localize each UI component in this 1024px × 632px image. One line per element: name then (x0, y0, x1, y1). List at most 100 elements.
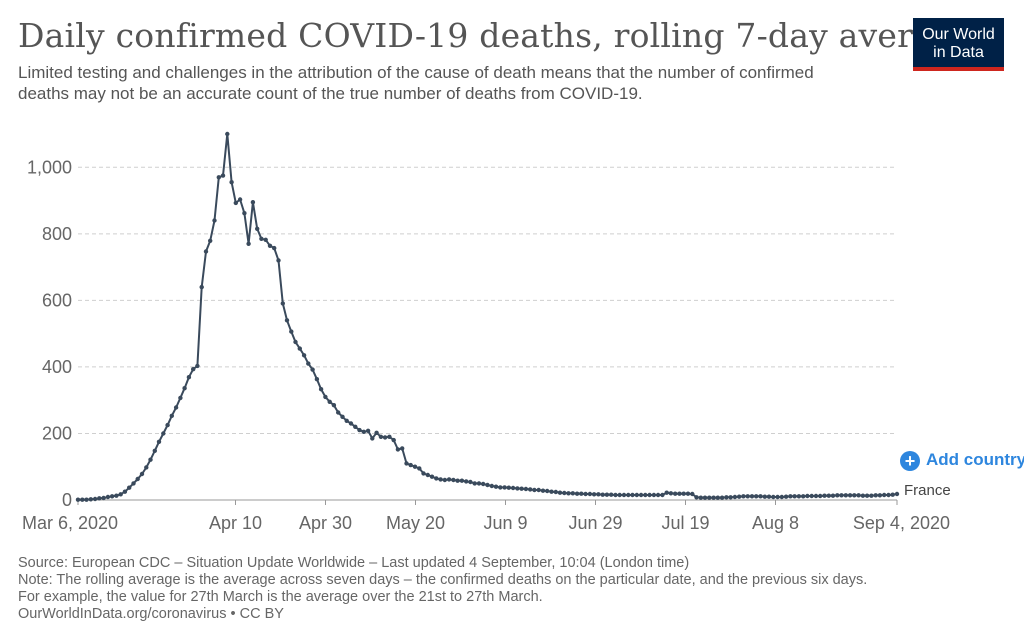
data-point[interactable] (88, 497, 94, 502)
data-point[interactable] (664, 490, 669, 495)
data-point[interactable] (749, 494, 755, 499)
data-point[interactable] (694, 495, 699, 500)
data-point[interactable] (775, 494, 780, 500)
data-point[interactable] (203, 249, 209, 254)
data-point[interactable] (336, 410, 341, 415)
data-point[interactable] (246, 241, 251, 246)
data-point[interactable] (412, 464, 418, 469)
data-point[interactable] (766, 494, 772, 499)
data-point[interactable] (395, 447, 401, 452)
data-point[interactable] (80, 497, 85, 502)
data-point[interactable] (472, 481, 477, 486)
data-point[interactable] (489, 483, 494, 489)
data-point[interactable] (131, 481, 136, 486)
data-point[interactable] (557, 490, 563, 495)
data-point[interactable] (459, 478, 465, 483)
data-point[interactable] (562, 490, 567, 496)
data-point[interactable] (792, 494, 797, 499)
data-point[interactable] (643, 492, 648, 498)
data-point[interactable] (331, 403, 337, 408)
data-point[interactable] (604, 492, 610, 497)
data-point[interactable] (229, 180, 234, 185)
data-point[interactable] (783, 494, 789, 499)
data-point[interactable] (869, 493, 874, 498)
data-point[interactable] (638, 492, 644, 498)
data-point[interactable] (220, 173, 226, 178)
data-point[interactable] (284, 318, 290, 323)
data-point[interactable] (272, 245, 277, 251)
data-point[interactable] (353, 424, 358, 429)
data-point[interactable] (178, 395, 183, 401)
data-point[interactable] (297, 346, 302, 351)
data-point[interactable] (860, 493, 866, 498)
data-point[interactable] (293, 339, 298, 345)
data-point[interactable] (515, 486, 520, 491)
data-point[interactable] (84, 497, 89, 502)
data-point[interactable] (553, 489, 558, 495)
data-point[interactable] (732, 494, 738, 500)
data-point[interactable] (690, 491, 695, 497)
data-point[interactable] (165, 422, 170, 428)
data-point[interactable] (506, 485, 511, 490)
data-point[interactable] (549, 489, 554, 494)
data-point[interactable] (591, 492, 597, 497)
data-point[interactable] (779, 494, 784, 500)
data-point[interactable] (361, 429, 366, 434)
data-point[interactable] (225, 131, 230, 137)
series-line[interactable] (78, 133, 898, 501)
data-point[interactable] (574, 491, 580, 496)
data-point[interactable] (890, 492, 895, 497)
data-point[interactable] (805, 493, 810, 499)
data-point[interactable] (835, 493, 840, 498)
data-point[interactable] (468, 479, 473, 485)
data-point[interactable] (655, 492, 661, 498)
data-point[interactable] (404, 461, 409, 466)
data-point[interactable] (212, 218, 217, 223)
data-point[interactable] (579, 491, 584, 496)
data-point[interactable] (587, 491, 593, 497)
data-point[interactable] (566, 491, 571, 496)
data-point[interactable] (886, 492, 891, 498)
data-point[interactable] (216, 175, 221, 180)
data-point[interactable] (882, 492, 887, 498)
data-point[interactable] (877, 493, 883, 498)
data-point[interactable] (737, 494, 742, 499)
data-point[interactable] (191, 367, 196, 372)
data-point[interactable] (148, 457, 153, 462)
data-point[interactable] (758, 494, 763, 499)
data-point[interactable] (728, 495, 733, 500)
data-point[interactable] (92, 496, 98, 502)
data-point[interactable] (894, 491, 900, 497)
data-point[interactable] (429, 474, 435, 479)
data-point[interactable] (97, 496, 102, 501)
data-point[interactable] (873, 493, 878, 498)
data-point[interactable] (523, 486, 529, 492)
data-point[interactable] (344, 418, 349, 423)
data-point[interactable] (481, 481, 486, 487)
data-point[interactable] (788, 494, 793, 499)
data-point[interactable] (498, 485, 503, 490)
data-point[interactable] (596, 492, 601, 497)
data-point[interactable] (762, 494, 767, 499)
data-point[interactable] (719, 495, 725, 500)
data-point[interactable] (660, 492, 665, 498)
data-point[interactable] (707, 495, 712, 500)
data-point[interactable] (237, 197, 243, 202)
data-point[interactable] (370, 436, 375, 441)
data-point[interactable] (681, 491, 686, 496)
data-point[interactable] (830, 493, 836, 498)
data-point[interactable] (122, 489, 128, 494)
data-point[interactable] (532, 487, 537, 493)
data-point[interactable] (540, 488, 546, 493)
data-point[interactable] (289, 329, 294, 334)
data-point[interactable] (327, 399, 332, 404)
data-point[interactable] (502, 485, 507, 490)
data-point[interactable] (438, 477, 443, 482)
data-point[interactable] (199, 284, 204, 290)
data-point[interactable] (455, 478, 460, 483)
owid-logo[interactable]: Our World in Data (913, 18, 1004, 71)
data-point[interactable] (651, 492, 657, 498)
data-point[interactable] (101, 495, 106, 501)
data-point[interactable] (822, 493, 827, 498)
data-point[interactable] (451, 477, 456, 483)
